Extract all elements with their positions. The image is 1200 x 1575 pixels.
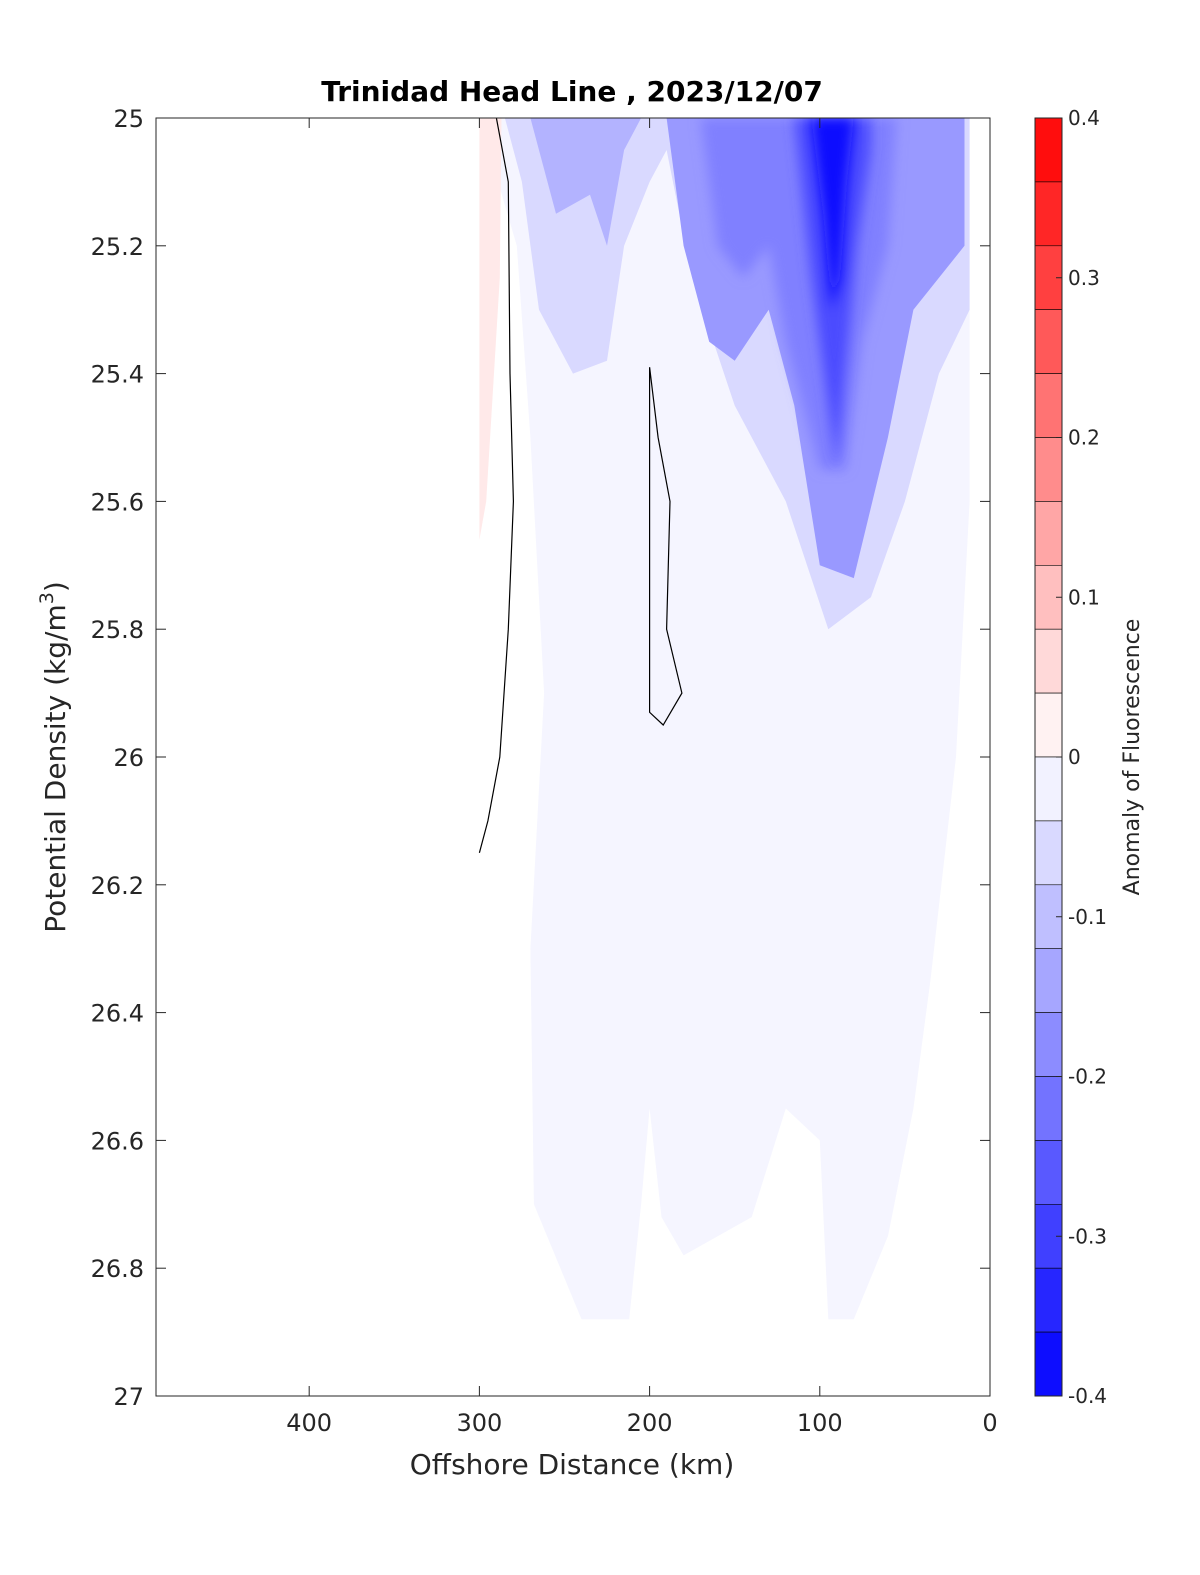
y-axis-title: Potential Density (kg/m3)	[36, 581, 72, 933]
colorbar-band	[1034, 373, 1063, 438]
colorbar-band	[1034, 1267, 1063, 1333]
y-tick-label: 26	[113, 744, 144, 772]
y-tick-label: 26.6	[91, 1127, 144, 1155]
x-axis-title: Offshore Distance (km)	[410, 1448, 735, 1481]
colorbar-band	[1034, 756, 1063, 822]
colorbar-tick-label: 0	[1068, 745, 1081, 769]
colorbar-band	[1034, 1140, 1063, 1205]
zero-contour-line	[648, 367, 683, 726]
zero-contours	[478, 118, 683, 853]
y-tick-label: 26.8	[91, 1255, 144, 1283]
chart-title: Trinidad Head Line , 2023/12/07	[321, 75, 823, 108]
colorbar-tick-label: 0.2	[1068, 426, 1100, 450]
x-tick-label: 300	[456, 1409, 502, 1437]
colorbar-band	[1034, 117, 1063, 183]
y-tick-label: 25.4	[91, 361, 144, 389]
colorbar-band	[1034, 628, 1063, 694]
x-tick-label: 200	[627, 1409, 673, 1437]
anomaly-core	[811, 118, 854, 310]
anomaly-layers	[479, 118, 970, 1320]
y-tick-label: 25.8	[91, 616, 144, 644]
colorbar-band	[1034, 820, 1063, 886]
colorbar-tick-label: -0.4	[1068, 1384, 1107, 1408]
colorbar-band	[1034, 948, 1063, 1013]
anomaly-mid-a	[530, 118, 642, 246]
colorbar-tick-label: -0.1	[1068, 905, 1107, 929]
colorbar-tick-label: 0.1	[1068, 585, 1100, 609]
colorbar-band	[1034, 181, 1063, 247]
colorbar-band	[1034, 437, 1063, 502]
colorbar-band	[1034, 1076, 1063, 1141]
colorbar-title: Anomaly of Fluorescence	[1120, 619, 1145, 896]
y-axis: 25 25.2 25.4 25.6 25.8 26 26.2 26.4 26.6 26.8 27	[91, 105, 990, 1411]
y-axis-title-text: Potential Density (kg/m	[39, 604, 72, 933]
x-tick-label: 0	[982, 1409, 997, 1437]
x-axis: 400 300 200 100 0	[286, 118, 998, 1437]
y-tick-label: 25.6	[91, 488, 144, 516]
colorbar-tick-label: -0.3	[1068, 1224, 1107, 1248]
y-tick-label: 26.2	[91, 872, 144, 900]
colorbar-band	[1034, 692, 1063, 758]
colorbar-tick-label: 0.4	[1068, 106, 1100, 130]
y-axis-title-close: )	[39, 581, 72, 592]
zero-contour-line	[478, 118, 515, 853]
colorbar-tick-label: 0.3	[1068, 266, 1100, 290]
y-tick-label: 27	[113, 1383, 144, 1411]
colorbar: 0.4 0.3 0.2 0.1 0 -0.1 -0.2 -0.3 -0.4	[1034, 106, 1107, 1408]
colorbar-band	[1034, 501, 1063, 566]
x-tick-label: 100	[797, 1409, 843, 1437]
y-axis-title-superscript: 3	[36, 592, 58, 604]
y-tick-label: 25.2	[91, 233, 144, 261]
y-tick-label: 26.4	[91, 1000, 144, 1028]
colorbar-tick-label: -0.2	[1068, 1065, 1107, 1089]
y-tick-label: 25	[113, 105, 144, 133]
colorbar-band	[1034, 1331, 1063, 1397]
colorbar-band	[1034, 1012, 1063, 1077]
contour-field	[478, 118, 970, 1320]
colorbar-band	[1034, 309, 1063, 374]
anomaly-positive	[479, 118, 502, 540]
x-tick-label: 400	[286, 1409, 332, 1437]
